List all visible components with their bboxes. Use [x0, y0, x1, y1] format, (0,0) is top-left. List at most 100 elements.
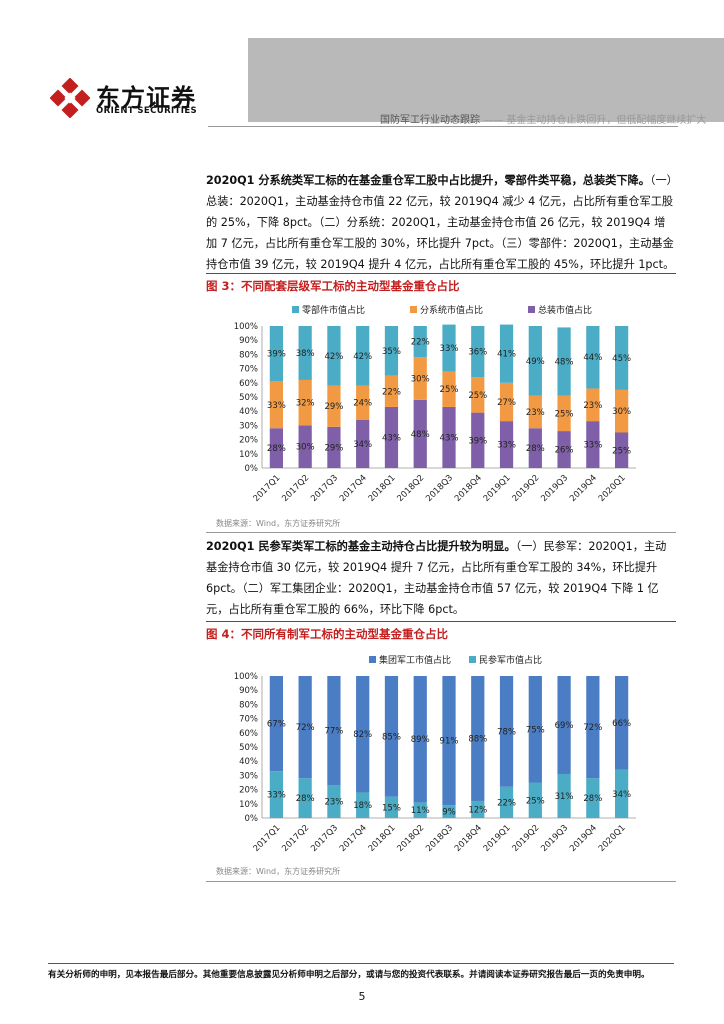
- brand-logo: 东方证券 ORIENT SECURITIES: [50, 78, 230, 118]
- y-tick-label: 80%: [239, 350, 258, 360]
- data-label: 91%: [440, 737, 459, 747]
- data-label: 29%: [324, 443, 343, 453]
- x-tick-label: 2018Q2: [395, 823, 426, 854]
- data-label: 33%: [267, 401, 286, 411]
- data-label: 72%: [583, 723, 602, 733]
- legend-label: 分系统市值占比: [420, 304, 483, 316]
- level-share-bar: [614, 326, 629, 390]
- x-tick-label: 2019Q1: [482, 823, 513, 854]
- ownership-share-bar: [586, 778, 600, 818]
- brand-name-en: ORIENT SECURITIES: [96, 106, 198, 116]
- ownership-share-bar: [327, 785, 341, 818]
- data-label: 28%: [526, 444, 545, 454]
- ownership-share-bar: [356, 676, 370, 793]
- data-label: 23%: [324, 798, 343, 808]
- data-label: 30%: [612, 407, 631, 417]
- level-share-bar: [586, 421, 600, 468]
- x-tick-label: 2018Q4: [453, 473, 484, 504]
- y-tick-label: 60%: [239, 379, 258, 389]
- y-tick-label: 90%: [239, 336, 258, 346]
- x-tick-label: 2019Q3: [539, 823, 570, 854]
- y-tick-label: 30%: [239, 771, 258, 781]
- y-tick-label: 80%: [239, 700, 258, 710]
- x-tick-label: 2019Q3: [539, 473, 570, 504]
- level-share-bar: [269, 381, 284, 429]
- legend-swatch: [469, 656, 476, 663]
- x-tick-label: 2019Q4: [568, 473, 599, 504]
- level-share-bar: [499, 382, 514, 422]
- data-label: 85%: [382, 732, 401, 742]
- ownership-share-bar: [442, 676, 456, 806]
- footer-divider: [48, 963, 674, 964]
- data-label: 43%: [382, 433, 401, 443]
- x-tick-label: 2017Q2: [280, 473, 311, 504]
- data-label: 30%: [411, 375, 430, 385]
- y-tick-label: 40%: [239, 407, 258, 417]
- data-label: 43%: [440, 433, 459, 443]
- legend-label: 民参军市值占比: [479, 654, 542, 666]
- ownership-share-bar: [528, 782, 542, 818]
- figure-3-title: 图 3：不同配套层级军工标的主动型基金重仓占比: [206, 279, 460, 293]
- data-label: 25%: [612, 446, 631, 456]
- data-label: 33%: [497, 441, 516, 451]
- data-label: 67%: [267, 720, 286, 730]
- data-label: 78%: [497, 727, 516, 737]
- ownership-share-bar: [327, 676, 341, 786]
- y-tick-label: 10%: [239, 450, 258, 460]
- figure-bottom-rule: [206, 532, 676, 533]
- ownership-share-bar: [471, 676, 485, 801]
- x-tick-label: 2018Q4: [453, 823, 484, 854]
- legend-swatch: [369, 656, 376, 663]
- level-share-bar: [298, 326, 312, 380]
- data-label: 49%: [526, 357, 545, 367]
- report-title: 国防军工行业动态跟踪: [380, 115, 480, 126]
- level-share-bar: [298, 425, 312, 468]
- data-label: 77%: [324, 727, 343, 737]
- legend-swatch: [410, 306, 417, 313]
- level-share-bar: [269, 428, 284, 468]
- y-tick-label: 20%: [239, 436, 258, 446]
- level-share-bar: [614, 432, 629, 468]
- data-label: 75%: [526, 725, 545, 735]
- data-label: 26%: [555, 446, 574, 456]
- paragraph-body: （一）总装：2020Q1，主动基金持仓市值 22 亿元，较 2019Q4 减少 …: [206, 174, 675, 271]
- y-tick-label: 40%: [239, 757, 258, 767]
- x-tick-label: 2018Q1: [367, 823, 398, 854]
- x-tick-label: 2019Q1: [482, 473, 513, 504]
- level-share-bar: [614, 389, 629, 433]
- ownership-share-bar: [614, 769, 629, 818]
- data-label: 28%: [267, 444, 286, 454]
- level-share-bar: [528, 326, 542, 396]
- data-label: 72%: [296, 723, 315, 733]
- data-label: 24%: [353, 399, 372, 409]
- ownership-share-bar: [471, 800, 485, 818]
- level-share-bar: [327, 326, 341, 386]
- data-label: 22%: [497, 798, 516, 808]
- x-tick-label: 2017Q4: [338, 823, 369, 854]
- data-label: 42%: [353, 352, 372, 362]
- x-tick-label: 2018Q1: [367, 473, 398, 504]
- data-label: 44%: [583, 353, 602, 363]
- x-tick-label: 2017Q3: [309, 823, 340, 854]
- data-label: 42%: [324, 352, 343, 362]
- level-share-bar: [471, 326, 485, 378]
- level-share-bar: [269, 326, 284, 382]
- data-label: 38%: [296, 349, 315, 359]
- y-tick-label: 100%: [234, 322, 258, 332]
- paragraph-body: （一）民参军：2020Q1，主动基金持仓市值 30 亿元，较 2019Q4 提升…: [206, 540, 667, 616]
- orient-logo-icon: [50, 78, 90, 118]
- level-share-bar: [356, 385, 370, 420]
- y-tick-label: 10%: [239, 800, 258, 810]
- y-tick-label: 70%: [239, 365, 258, 375]
- data-label: 33%: [267, 791, 286, 801]
- data-label: 41%: [497, 350, 516, 360]
- report-subtitle: —— 基金主动持仓止跌回升，但低配幅度继续扩大: [483, 115, 707, 126]
- figure-4-chart: 0% 10% 20% 30% 40% 50% 60% 70% 80% 90% 100% 集团军工市值占…: [234, 654, 636, 854]
- data-label: 23%: [526, 408, 545, 418]
- figure-4-source: 数据来源：Wind，东方证券研究所: [216, 867, 341, 876]
- data-label: 30%: [296, 443, 315, 453]
- data-label: 48%: [411, 430, 430, 440]
- ownership-share-bar: [499, 676, 514, 787]
- ownership-share-bar: [557, 773, 571, 818]
- data-label: 31%: [555, 792, 574, 802]
